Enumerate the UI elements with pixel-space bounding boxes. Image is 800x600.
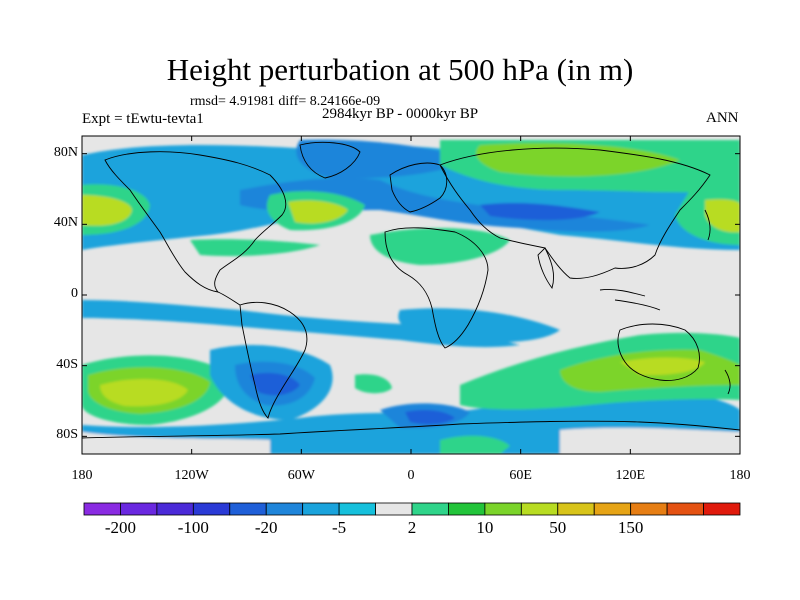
coast-antarctica <box>82 420 740 439</box>
contour-siberia-lime <box>476 143 680 177</box>
colorbar-swatch <box>83 502 121 516</box>
contour-npac-left-lime <box>82 195 132 226</box>
coast-greenland <box>299 141 361 179</box>
coast-australia <box>617 323 700 381</box>
contour-grey-gap-2 <box>560 427 740 454</box>
contour-npac-lime <box>705 199 740 233</box>
period-label: 2984kyr BP - 0000kyr BP <box>322 106 479 122</box>
season-label: ANN <box>706 110 739 126</box>
colorbar-swatch <box>557 502 595 516</box>
colorbar-swatch <box>630 502 668 516</box>
colorbar-swatch <box>338 502 376 516</box>
colorbar-swatch <box>192 502 231 516</box>
contour-antarctic-green <box>440 435 510 454</box>
colorbar-swatch <box>120 502 158 516</box>
contour-namerica-green <box>190 239 320 257</box>
colorbar-label: 150 <box>617 518 644 537</box>
contour-natl-lime <box>288 200 348 224</box>
colorbar-swatch <box>229 502 267 516</box>
colorbar-label: -200 <box>104 518 137 537</box>
lon-tick-label: 180 <box>71 468 93 483</box>
experiment-label: Expt = tEwtu-tevta1 <box>82 111 204 127</box>
contour-spac-yellow <box>100 378 188 407</box>
stats-label: rmsd= 4.91981 diff= 8.24166e-09 <box>190 94 381 109</box>
contour-sam-dark <box>250 372 300 396</box>
field-contours <box>82 139 740 454</box>
coast-nz <box>724 369 731 395</box>
colorbar-swatch <box>593 502 632 516</box>
coast-africa <box>384 227 489 349</box>
contour-tropics-blue <box>82 300 520 348</box>
lon-tick-label: 60W <box>287 468 315 483</box>
colorbar-swatch <box>302 502 340 516</box>
colorbar-swatch <box>520 502 559 516</box>
coast-south-america <box>239 301 308 419</box>
contour-north-darker <box>480 202 600 221</box>
lon-tick-label: 60E <box>509 468 532 483</box>
contour-satl-green <box>355 374 392 394</box>
page-title: Height perturbation at 500 hPa (in m) <box>166 52 634 87</box>
axis-ticks <box>81 136 741 454</box>
colorbar-label: 10 <box>476 518 494 537</box>
lon-tick-label: 120E <box>615 468 646 483</box>
colorbar-swatch <box>375 502 413 516</box>
colorbar-label: 2 <box>407 518 417 537</box>
colorbar-swatch <box>156 502 194 516</box>
lat-tick-label: 80S <box>56 427 78 443</box>
lat-tick-label: 40N <box>53 215 78 231</box>
lon-tick-label: 0 <box>407 468 415 483</box>
coast-central-america <box>217 291 241 306</box>
contour-arctic <box>296 139 470 179</box>
coast-asia <box>439 147 711 279</box>
coast-india <box>537 247 555 289</box>
contour-southern-dark <box>405 410 455 425</box>
lat-tick-label: 40S <box>56 356 78 372</box>
lon-tick-label: 180 <box>729 468 751 483</box>
colorbar <box>83 502 741 516</box>
colorbar-label: -5 <box>332 518 347 537</box>
coastlines <box>82 141 740 439</box>
colorbar-label: -20 <box>254 518 278 537</box>
coast-north-america <box>104 151 287 293</box>
contour-grey-gap-1 <box>82 432 270 454</box>
lat-tick-label: 0 <box>71 286 78 301</box>
contour-indian-blue <box>398 308 560 343</box>
colorbar-swatch <box>411 502 449 516</box>
colorbar-swatch <box>265 502 304 516</box>
coast-indonesia <box>599 289 661 311</box>
lon-tick-label: 120W <box>174 468 209 483</box>
colorbar-swatch <box>703 502 741 516</box>
colorbar-label: -100 <box>177 518 209 537</box>
lat-tick-label: 80N <box>53 144 78 160</box>
contour-africa-green <box>370 228 510 265</box>
contour-sind-yellow <box>620 357 705 376</box>
coast-japan <box>704 209 711 241</box>
colorbar-label: 50 <box>549 518 567 537</box>
colorbar-swatch <box>484 502 522 516</box>
coast-europe <box>389 162 448 213</box>
colorbar-swatch <box>448 502 486 516</box>
colorbar-swatch <box>666 502 704 516</box>
